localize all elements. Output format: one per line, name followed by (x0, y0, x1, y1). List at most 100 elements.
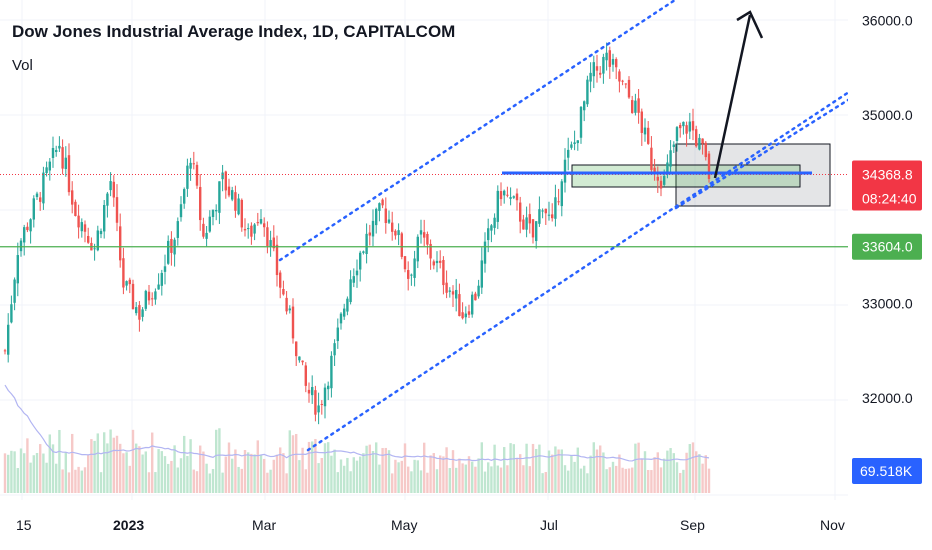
candle-body (503, 190, 506, 196)
candle-body (695, 129, 698, 147)
volume-bar (323, 443, 327, 493)
volume-bar (83, 467, 87, 493)
volume-bar (365, 445, 368, 493)
candle-body (544, 208, 547, 214)
candle-body (567, 149, 570, 158)
candle-body (202, 223, 205, 237)
candle-body (240, 199, 243, 228)
candle-body (221, 172, 224, 180)
current-price-label: 34368.8 (862, 167, 913, 183)
volume-bar (375, 442, 378, 493)
volume-bar (567, 470, 570, 493)
volume-bar (224, 456, 227, 493)
volume-bar (621, 467, 624, 493)
candle-body (189, 162, 192, 169)
volume-bar (93, 440, 96, 493)
volume-bar (221, 472, 224, 493)
volume-bar (189, 439, 192, 493)
time-tick-label: Sep (680, 517, 705, 533)
candle-body (464, 313, 467, 318)
volume-bar (307, 441, 311, 493)
candle-body (103, 205, 106, 232)
candle-body (71, 190, 74, 205)
candle-body (259, 219, 263, 224)
drawing-zones[interactable] (571, 143, 831, 207)
projection-arrow-head (736, 10, 764, 39)
volume-bar (429, 455, 432, 493)
candle-body (531, 219, 535, 238)
volume-bar (151, 432, 154, 493)
volume-bar (493, 444, 496, 493)
volume-bar (464, 464, 467, 493)
candle-body (42, 172, 45, 204)
volume-bar (669, 448, 672, 493)
volume-bar (141, 454, 144, 493)
candle-body (704, 142, 707, 158)
volume-bar (195, 471, 199, 493)
volume-bar (218, 428, 221, 493)
volume-bar (691, 442, 695, 493)
candle-body (346, 298, 349, 312)
volume-bar (387, 450, 391, 493)
candle-body (269, 240, 272, 247)
candle-body (250, 225, 253, 237)
candle-body (365, 233, 368, 254)
volume-bar (663, 458, 666, 493)
volume-bar (266, 472, 269, 493)
candle-body (122, 258, 125, 288)
candle-body (624, 83, 627, 85)
candle-body (490, 225, 493, 231)
candle-body (423, 232, 426, 238)
candle-body (157, 284, 160, 290)
candle-body (541, 210, 544, 212)
candle-body (263, 223, 266, 228)
drawing-lines[interactable] (0, 0, 854, 452)
volume-bar (400, 460, 403, 493)
volume-bar (16, 468, 19, 493)
candle-body (471, 294, 474, 315)
volume-bar (685, 452, 688, 493)
time-tick-label: Mar (252, 517, 276, 533)
candle-body (253, 224, 256, 234)
volume-bar (160, 451, 163, 493)
candle-body (247, 228, 250, 230)
candle-body (237, 198, 240, 215)
volume-bar (707, 468, 711, 493)
candle-body (519, 202, 522, 222)
volume-bar (90, 439, 93, 493)
candle-body (643, 127, 647, 135)
volume-bar (640, 458, 643, 493)
candle-body (608, 50, 611, 67)
candle-body (282, 289, 285, 295)
candle-body (416, 236, 419, 262)
candle-body (650, 147, 653, 170)
candle-body (391, 222, 394, 232)
candle-body (611, 59, 615, 65)
candle-body (672, 144, 675, 147)
candle-body (599, 72, 602, 75)
volume-bar (77, 466, 80, 493)
volume-bar (423, 442, 426, 493)
time-axis[interactable]: 15 2023 Mar May Jul Sep Nov (16, 517, 845, 533)
candle-body (234, 192, 237, 211)
candle-body (688, 121, 691, 132)
candle-body (19, 240, 23, 252)
volume-bar (240, 468, 243, 493)
volume-bar (154, 472, 157, 493)
volume-bar (215, 429, 218, 493)
candle-body (547, 214, 551, 216)
candle-body (205, 232, 208, 239)
volume-bar (144, 451, 147, 493)
volume-bar (282, 453, 285, 493)
support-price-label: 33604.0 (862, 239, 913, 255)
volume-bar (109, 429, 112, 493)
volume-bar (32, 455, 35, 493)
candle-body (275, 244, 279, 276)
volume-bar (231, 458, 234, 493)
candle-body (266, 227, 269, 247)
candle-body (493, 217, 496, 228)
volume-bar (167, 463, 170, 493)
volume-bar (528, 466, 531, 493)
candle-body (67, 155, 71, 193)
